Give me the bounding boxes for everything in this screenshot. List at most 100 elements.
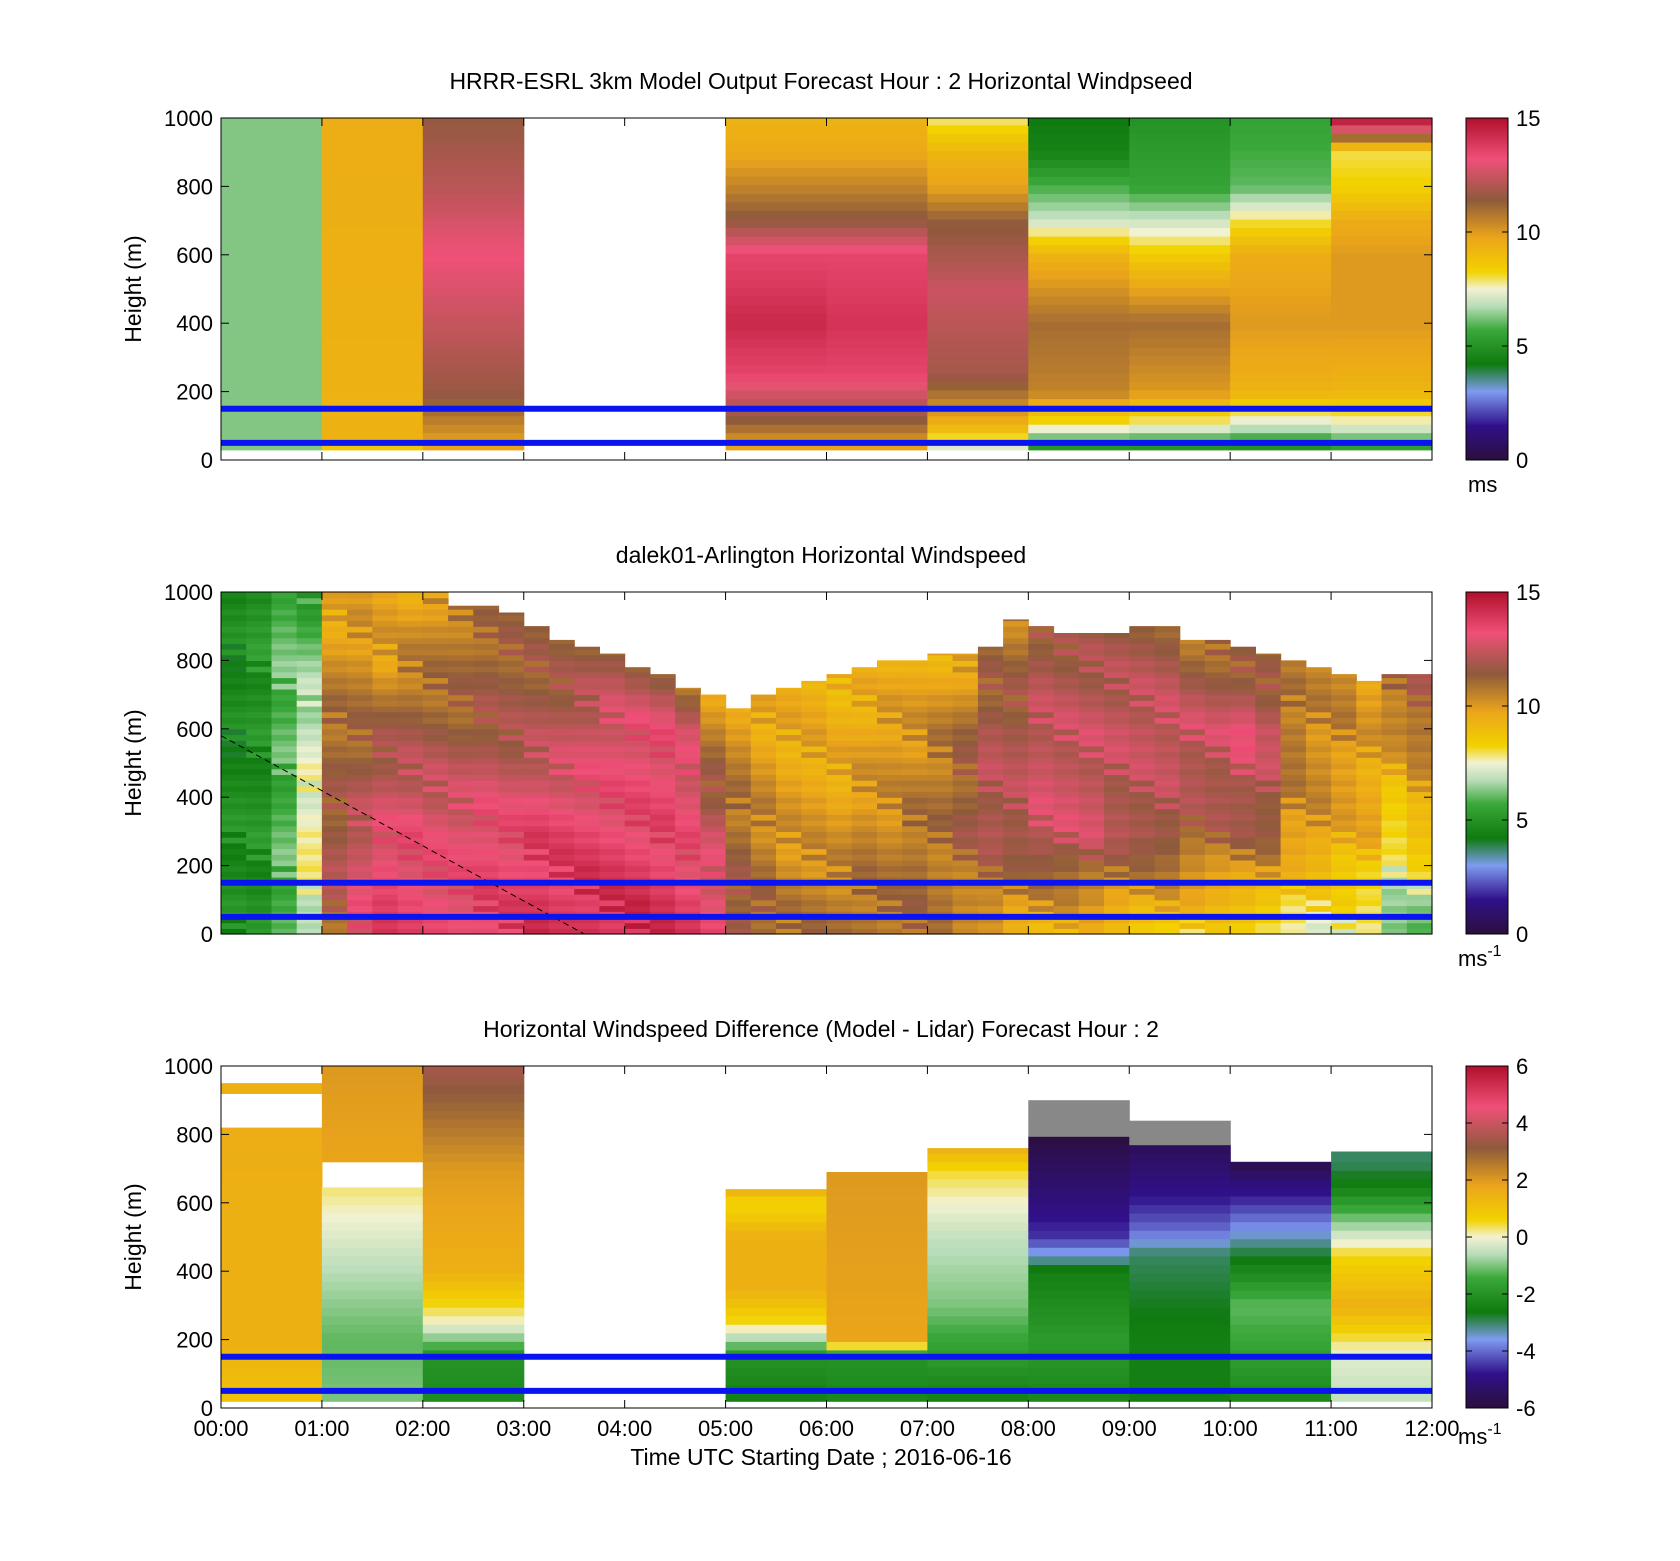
heatmap-cell <box>1280 666 1307 673</box>
heatmap-cell <box>1154 706 1181 713</box>
heatmap-cell <box>271 603 298 610</box>
heatmap-cell <box>624 700 651 707</box>
heatmap-cell <box>422 780 449 787</box>
heatmap-cell <box>1078 837 1105 844</box>
heatmap-cell <box>1204 802 1231 810</box>
heatmap-cell <box>1230 928 1256 935</box>
heatmap-cell <box>725 193 828 203</box>
heatmap-cell <box>826 210 928 220</box>
heatmap-cell <box>1356 831 1383 838</box>
heatmap-cell <box>1230 734 1256 741</box>
heatmap-cell <box>977 922 1004 929</box>
heatmap-cell <box>1305 854 1332 861</box>
heatmap-cell <box>952 654 979 661</box>
heatmap-cell <box>347 723 373 730</box>
heatmap-cell <box>1381 916 1408 924</box>
heatmap-cell <box>1078 740 1105 747</box>
heatmap-cell <box>1331 415 1433 425</box>
heatmap-cell <box>1078 711 1105 718</box>
heatmap-cell <box>1179 814 1206 821</box>
y-tick-label: 800 <box>176 174 213 199</box>
heatmap-cell <box>877 905 903 912</box>
heatmap-cell <box>448 837 474 844</box>
heatmap-cell <box>1078 637 1105 644</box>
heatmap-cell <box>1280 825 1307 832</box>
heatmap-cell <box>523 723 550 730</box>
heatmap-cell <box>448 609 474 616</box>
heatmap-cell <box>801 848 828 855</box>
heatmap-cell <box>1381 711 1408 718</box>
heatmap-cell <box>649 683 676 690</box>
heatmap-cell <box>1179 694 1206 701</box>
heatmap-cell <box>397 717 424 724</box>
heatmap-cell <box>422 808 449 815</box>
heatmap-cell <box>1179 666 1206 673</box>
heatmap-cell <box>877 785 903 793</box>
heatmap-cell <box>1230 865 1256 872</box>
heatmap-cell <box>422 637 449 644</box>
heatmap-cell <box>1230 321 1332 331</box>
heatmap-cell <box>649 717 676 724</box>
heatmap-cell <box>321 1281 424 1291</box>
heatmap-cell <box>1331 1324 1433 1334</box>
heatmap-cell <box>675 916 701 924</box>
heatmap-cell <box>246 854 272 861</box>
heatmap-cell <box>1230 740 1256 747</box>
heatmap-cell <box>296 597 323 604</box>
heatmap-cell <box>1331 1238 1433 1248</box>
heatmap-cell <box>1028 159 1130 169</box>
heatmap-cell <box>372 671 399 679</box>
heatmap-cell <box>397 797 424 804</box>
heatmap-cell <box>725 295 828 305</box>
heatmap-cell <box>1129 666 1156 673</box>
heatmap-cell <box>1230 133 1332 143</box>
heatmap-cell <box>448 626 474 633</box>
heatmap-cell <box>649 825 676 832</box>
heatmap-cell <box>523 888 550 895</box>
heatmap-cell <box>1204 745 1231 753</box>
y-tick-label: 0 <box>201 922 213 947</box>
heatmap-cell <box>372 631 399 639</box>
heatmap-cell <box>549 740 575 747</box>
heatmap-cell <box>1230 1170 1332 1180</box>
heatmap-cell <box>1104 888 1130 895</box>
heatmap-cell <box>826 1367 928 1377</box>
heatmap-cell <box>1129 757 1156 764</box>
heatmap-cell <box>1280 671 1307 679</box>
heatmap-cell <box>473 899 500 907</box>
heatmap-cell <box>649 802 676 810</box>
heatmap-cell <box>1078 820 1105 827</box>
heatmap-cell <box>221 227 323 237</box>
heatmap-cell <box>1003 694 1029 701</box>
heatmap-cell <box>221 609 247 616</box>
heatmap-cell <box>776 820 802 827</box>
heatmap-cell <box>826 304 928 314</box>
panel-title: HRRR-ESRL 3km Model Output Forecast Hour… <box>449 68 1192 94</box>
heatmap-cell <box>549 916 575 924</box>
colorbar-tick-label: 0 <box>1516 448 1528 473</box>
heatmap-cell <box>826 785 853 793</box>
heatmap-cell <box>649 774 676 781</box>
heatmap-cell <box>851 717 878 724</box>
heatmap-cell <box>725 227 828 237</box>
heatmap-cells <box>221 1066 1433 1402</box>
heatmap-cell <box>725 1298 828 1308</box>
heatmap-cell <box>1028 1178 1130 1189</box>
heatmap-cell <box>725 1272 828 1282</box>
heatmap-cell <box>952 768 979 775</box>
heatmap-cell <box>1179 888 1206 895</box>
heatmap-cell <box>271 825 298 832</box>
heatmap-cell <box>1154 643 1181 650</box>
heatmap-cell <box>725 1290 828 1300</box>
heatmap-cell <box>1104 797 1130 804</box>
heatmap-cell <box>675 780 701 787</box>
heatmap-cell <box>649 865 676 872</box>
y-tick-label: 600 <box>176 243 213 268</box>
heatmap-cell <box>927 415 1029 425</box>
heatmap-cell <box>801 700 828 707</box>
heatmap-cell <box>700 751 727 758</box>
heatmap-cell <box>422 1281 525 1291</box>
heatmap-cell <box>1280 706 1307 713</box>
heatmap-cell <box>725 865 752 872</box>
heatmap-cell <box>1003 745 1029 753</box>
